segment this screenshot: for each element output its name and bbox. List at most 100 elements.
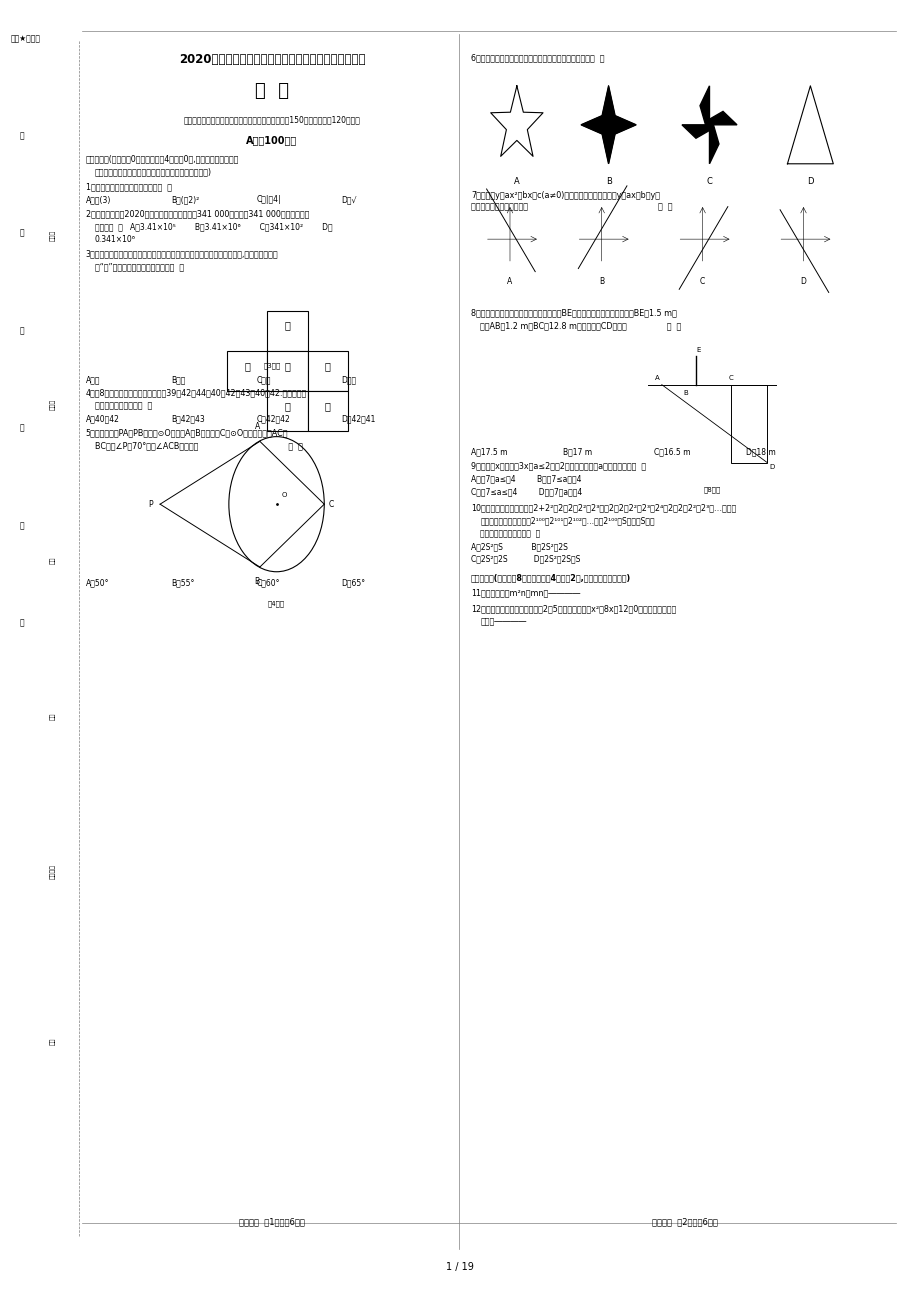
Text: 11．分解因式：m²n－mn＝――――: 11．分解因式：m²n－mn＝――――	[471, 589, 580, 598]
Text: A．－(3): A．－(3)	[85, 195, 111, 204]
Text: A: A	[255, 422, 259, 431]
Text: 数学试卷  第2页（兲6页）: 数学试卷 第2页（兲6页）	[651, 1217, 717, 1226]
Bar	[267, 391, 308, 431]
Text: 答: 答	[19, 423, 24, 432]
Text: E: E	[696, 348, 700, 353]
Text: 表示为（  ）   A．3.41×10⁵        B．3.41×10⁶        C．341×10²        D．: 表示为（ ） A．3.41×10⁵ B．3.41×10⁶ C．341×10² D…	[95, 223, 332, 232]
Text: 效: 效	[19, 618, 24, 628]
Text: 1 / 19: 1 / 19	[446, 1262, 473, 1272]
Text: D．42，41: D．42，41	[341, 414, 376, 423]
Text: B．义: B．义	[171, 375, 186, 384]
Text: 4．某8名学生的中考体育分数如下：39，42，44，40，42，43，40，42.该组数据的: 4．某8名学生的中考体育分数如下：39，42，44，40，42，43，40，42…	[85, 388, 307, 397]
Text: 2020年甘肃省天水市初中毕业与升学学业考试（中考）: 2020年甘肃省天水市初中毕业与升学学业考试（中考）	[178, 53, 365, 66]
Text: C．16.5 m: C．16.5 m	[653, 447, 690, 456]
Text: B: B	[605, 177, 611, 186]
Text: 卷: 卷	[19, 327, 24, 335]
Text: D．18 m: D．18 m	[745, 447, 775, 456]
Text: 3．某正方体的每个面上都有一个汉字，如图是它的一种表面展开图，那么,在原正方体中，: 3．某正方体的每个面上都有一个汉字，如图是它的一种表面展开图，那么,在原正方体中…	[85, 250, 278, 259]
Text: 5．如图所示，PA、PB分别与⊙O相切于A、B两点，点C为⊙O上一点，连接AC、: 5．如图所示，PA、PB分别与⊙O相切于A、B两点，点C为⊙O上一点，连接AC、	[85, 428, 288, 437]
Text: C．|－4|: C．|－4|	[256, 195, 280, 204]
Text: D: D	[806, 177, 812, 186]
Text: 一、选择题(本大题共0小题，每小還4分，共0分,每小题给出的四个选: 一、选择题(本大题共0小题，每小還4分，共0分,每小题给出的四个选	[85, 155, 239, 164]
Text: C．42，42: C．42，42	[256, 414, 289, 423]
Text: C．60°: C．60°	[256, 578, 279, 587]
Text: D．65°: D．65°	[341, 578, 366, 587]
Polygon shape	[709, 125, 718, 164]
Polygon shape	[699, 86, 709, 125]
Text: C: C	[328, 500, 334, 509]
Text: A．40，42: A．40，42	[85, 414, 119, 423]
Text: C: C	[706, 177, 711, 186]
Text: 7．若函数y＝ax²＋bx＋c(a≠0)的图象如图所示，则函数y＝ax＋b和y＝: 7．若函数y＝ax²＋bx＋c(a≠0)的图象如图所示，则函数y＝ax＋b和y＝	[471, 191, 659, 201]
Text: B．42，43: B．42，43	[171, 414, 205, 423]
Text: A: A	[654, 375, 659, 380]
Text: B．17 m: B．17 m	[562, 447, 591, 456]
Text: 文: 文	[284, 401, 290, 411]
Text: A: A	[506, 277, 512, 286]
Text: 考场号: 考场号	[50, 229, 55, 241]
Text: 直角坐标系中的图象大致是                                                    （  ）: 直角坐标系中的图象大致是 （ ）	[471, 203, 672, 212]
Text: 子表示这组数据的和是（  ）: 子表示这组数据的和是（ ）	[480, 529, 539, 538]
Text: 此: 此	[19, 229, 24, 238]
Text: A．2S²－S            B．2S²－2S: A．2S²－S B．2S²－2S	[471, 542, 567, 551]
Text: D．√: D．√	[341, 195, 357, 204]
Text: 一定规律排列的一组数：2¹⁰⁰，2¹⁰¹，2¹⁰²，…，若2¹⁰⁰＝S，用含S的式: 一定规律排列的一组数：2¹⁰⁰，2¹⁰¹，2¹⁰²，…，若2¹⁰⁰＝S，用含S的…	[480, 516, 654, 525]
Text: 12．一个三角形的两边长分别为2和5，第三边是方程x²－8x＋12＝0的根，则该三角形: 12．一个三角形的两边长分别为2和5，第三边是方程x²－8x＋12＝0的根，则该…	[471, 604, 675, 613]
Text: A．17.5 m: A．17.5 m	[471, 447, 507, 456]
Text: B．55°: B．55°	[171, 578, 194, 587]
Text: 0.341×10⁶: 0.341×10⁶	[95, 236, 136, 245]
Text: 无: 无	[19, 521, 24, 530]
Text: 项中，只有一个选项是正确的，请把正确的选项选出来): 项中，只有一个选项是正确的，请把正确的选项选出来)	[95, 168, 212, 177]
Text: B: B	[683, 389, 687, 396]
Text: 9．若关于x的不等式3x＋a≤2只有2个正整数解，则a的取値范围是（  ）: 9．若关于x的不等式3x＋a≤2只有2个正整数解，则a的取値范围是（ ）	[471, 461, 645, 470]
Text: BC，若∠P＝70°，则∠ACB的度数为                                    （  ）: BC，若∠P＝70°，则∠ACB的度数为 （ ）	[95, 441, 302, 450]
Text: A．文: A．文	[85, 375, 100, 384]
Text: 座位号: 座位号	[50, 398, 55, 410]
Text: 在: 在	[19, 132, 24, 141]
Text: A．50°: A．50°	[85, 578, 109, 587]
Text: O: O	[281, 492, 286, 497]
Text: 成绩: 成绩	[50, 1036, 55, 1044]
Text: A．－7＜a≤－4         B．－7≤a＜－4: A．－7＜a≤－4 B．－7≤a＜－4	[471, 474, 581, 483]
Polygon shape	[709, 112, 736, 125]
Text: A: A	[514, 177, 519, 186]
Text: 义: 义	[324, 361, 331, 371]
Text: D: D	[768, 464, 774, 470]
Text: 化: 化	[324, 401, 331, 411]
Text: A卷（100分）: A卷（100分）	[246, 135, 297, 146]
Text: 扬: 扬	[244, 361, 250, 371]
Text: B: B	[255, 577, 259, 586]
Bar	[308, 391, 347, 431]
Text: 众数、中位数分别为（  ）: 众数、中位数分别为（ ）	[95, 401, 152, 410]
Text: 绝密★启用前: 绝密★启用前	[10, 34, 40, 43]
Text: D．化: D．化	[341, 375, 357, 384]
Text: 10．观察规律找一规律：－2+2²＝2；2＋2²＋2³＝－2；2＋2²＋2³＋2⁴＝2；2＋2²＋2³＋…；已能: 10．观察规律找一规律：－2+2²＝2；2＋2²＋2³＝－2；2＋2²＋2³＋2…	[471, 503, 735, 512]
Text: 则得AB＝1.2 m，BC＝12.8 m，则建筑物CD的高是                （  ）: 则得AB＝1.2 m，BC＝12.8 m，则建筑物CD的高是 （ ）	[480, 322, 681, 329]
Text: B．(－2)²: B．(－2)²	[171, 195, 199, 204]
Text: C．弘: C．弘	[256, 375, 270, 384]
Text: 第3题图: 第3题图	[263, 362, 280, 370]
Text: C．－7≤a≤－4         D．－7＜a＜－4: C．－7≤a≤－4 D．－7＜a＜－4	[471, 487, 582, 496]
Text: D: D	[800, 277, 806, 286]
Text: 数  学: 数 学	[255, 82, 289, 100]
Text: 二、填空题(本大题共8小题，每小還4分，关2分,只要求填写最后结果): 二、填空题(本大题共8小题，每小還4分，关2分,只要求填写最后结果)	[471, 573, 630, 582]
Text: 弘: 弘	[284, 320, 290, 331]
Text: 毕业学校: 毕业学校	[50, 865, 55, 879]
Text: 第4题图: 第4题图	[267, 600, 285, 607]
Polygon shape	[581, 86, 635, 164]
Text: 题号: 题号	[50, 712, 55, 720]
Text: 1．下列四个实数中，是负数的是（  ）: 1．下列四个实数中，是负数的是（ ）	[85, 182, 172, 191]
Polygon shape	[681, 125, 709, 138]
Text: C: C	[699, 277, 705, 286]
Text: 数学试卷  第1页（兲6页）: 数学试卷 第1页（兲6页）	[239, 1217, 304, 1226]
Text: 姓名: 姓名	[50, 556, 55, 564]
Text: 2．天水市某网儷2020年父亲节这天的营业额为341 000元，将数341 000用科学记数法: 2．天水市某网儷2020年父亲节这天的营业额为341 000元，将数341 00…	[85, 210, 309, 219]
Bar	[227, 350, 267, 391]
Text: 伏: 伏	[284, 361, 290, 371]
Text: 第8题图: 第8题图	[703, 486, 720, 492]
Text: 8．如图所示，某校数学兴趣小组利用标杆BE测量建筑物的高度，已知标杆BE高1.5 m，: 8．如图所示，某校数学兴趣小组利用标杆BE测量建筑物的高度，已知标杆BE高1.5…	[471, 309, 676, 316]
Text: 周长为――――: 周长为――――	[480, 617, 526, 626]
Bar	[267, 350, 308, 391]
Text: P: P	[148, 500, 153, 509]
Bar	[308, 350, 347, 391]
